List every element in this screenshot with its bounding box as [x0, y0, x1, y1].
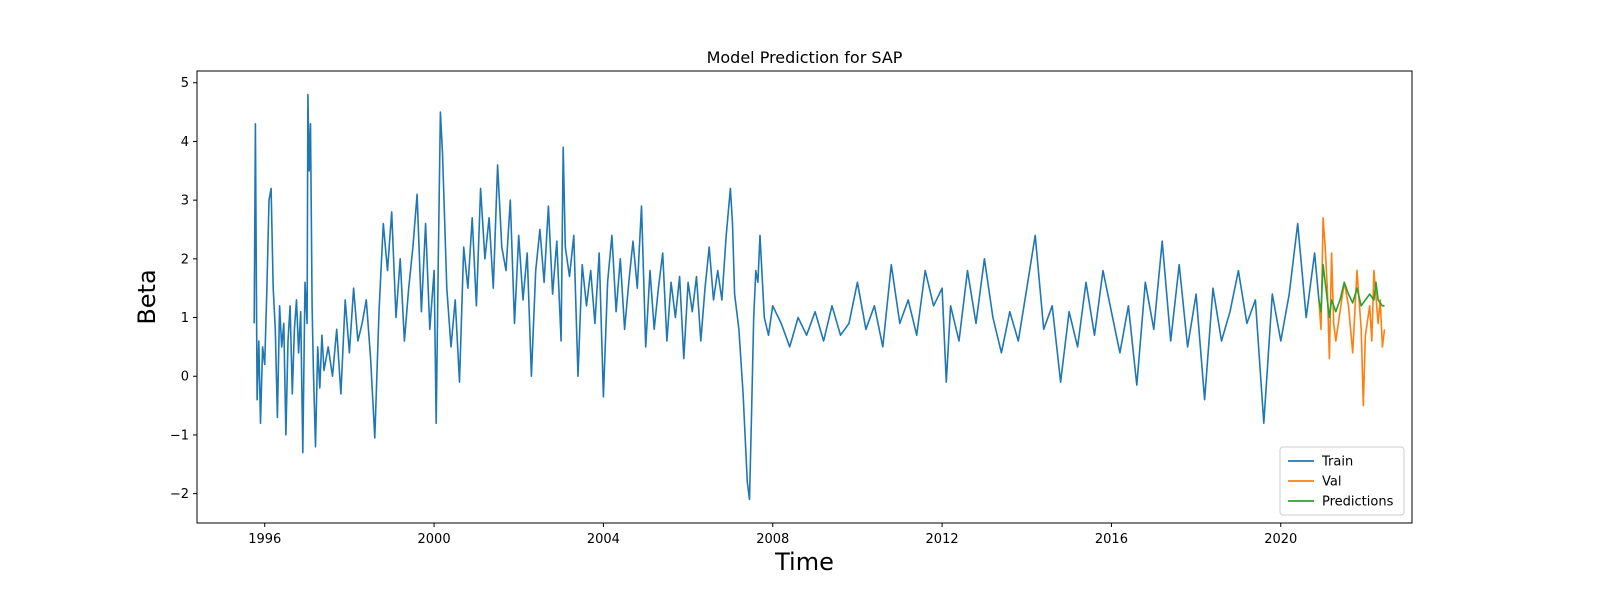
- y-tick-label: 5: [181, 76, 189, 91]
- series-line-val: [1318, 217, 1386, 407]
- series-layer: [253, 93, 1386, 501]
- x-tick-label: 2004: [587, 532, 620, 547]
- y-axis-label: Beta: [133, 269, 161, 324]
- legend-label-val: Val: [1322, 475, 1341, 490]
- legend-box: [1279, 446, 1405, 516]
- plot-frame: [196, 70, 1413, 524]
- x-axis-label: Time: [774, 548, 834, 576]
- y-tick-label: 4: [181, 135, 189, 150]
- y-tick-label: 3: [181, 194, 189, 209]
- x-tick-label: 1996: [248, 532, 281, 547]
- y-tick-label: 1: [181, 311, 189, 326]
- legend: Train Val Predictions: [1279, 446, 1405, 516]
- series-line-predictions: [1318, 263, 1385, 319]
- x-axis: 1996 2000 2004 2008 2012 2016 2020: [248, 523, 1297, 547]
- x-tick-label: 2020: [1264, 532, 1297, 547]
- y-tick-label: 0: [181, 370, 189, 385]
- y-axis: −2 −1 0 1 2 3 4 5: [170, 76, 197, 502]
- chart-title: Model Prediction for SAP: [707, 48, 903, 67]
- legend-label-train: Train: [1321, 455, 1353, 470]
- x-tick-label: 2008: [756, 532, 789, 547]
- y-tick-label: −2: [170, 487, 189, 502]
- y-tick-label: −1: [170, 428, 189, 443]
- x-tick-label: 2000: [418, 532, 451, 547]
- series-line-train: [253, 93, 1320, 501]
- y-tick-label: 2: [181, 252, 189, 267]
- x-tick-label: 2016: [1095, 532, 1128, 547]
- x-tick-label: 2012: [926, 532, 959, 547]
- legend-label-predictions: Predictions: [1322, 495, 1394, 510]
